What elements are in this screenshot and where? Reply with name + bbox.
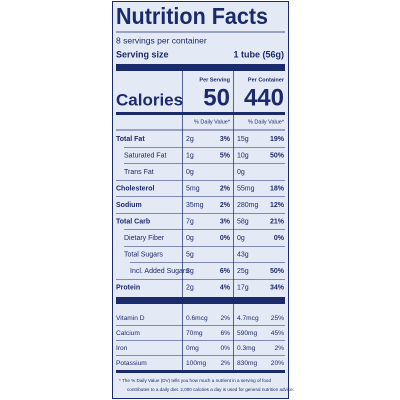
nutrient-name: Iron	[116, 345, 128, 352]
daily-value: 2%	[220, 315, 230, 322]
column-header: Per Serving	[199, 77, 230, 83]
amount: 17g	[237, 284, 249, 291]
title: Nutrition Facts	[116, 3, 268, 29]
calories-label: Calories	[116, 90, 183, 109]
label-box	[112, 1, 289, 399]
serving-size-label: Serving size	[116, 49, 169, 59]
thick-rule	[116, 64, 285, 71]
nutrient-name: Dietary Fiber	[124, 235, 165, 242]
amount: 4.7mcg	[237, 315, 259, 322]
nutrient-name: Calcium	[116, 330, 140, 337]
daily-value: 18%	[270, 185, 285, 192]
dv-header: % Daily Value*	[194, 119, 231, 125]
serving-size: 1 tube (56g)	[233, 49, 284, 59]
daily-value: 5%	[220, 152, 231, 159]
amount: 70mg	[186, 330, 203, 337]
amount: 15g	[237, 136, 249, 143]
footnote: * The % Daily Value (DV) tells you how m…	[119, 378, 271, 383]
footnote: contributes to a daily diet. 2,000 calor…	[127, 387, 294, 392]
daily-value: 3%	[220, 218, 231, 225]
thick-rule	[116, 297, 285, 304]
daily-value: 4%	[220, 284, 231, 291]
daily-value: 34%	[270, 284, 285, 291]
nutrient-name: Total Carb	[116, 218, 150, 225]
dv-header: % Daily Value*	[248, 119, 285, 125]
amount: 0g	[237, 235, 245, 242]
amount: 7g	[186, 218, 194, 225]
calories-value: 50	[203, 84, 230, 111]
amount: 5g	[186, 251, 194, 258]
column-header: Per Container	[248, 77, 285, 83]
amount: 43g	[237, 251, 249, 258]
servings: 8 servings per container	[116, 35, 207, 45]
daily-value: 2%	[220, 202, 231, 209]
nutrient-name: Vitamin D	[116, 315, 145, 322]
daily-value: 6%	[220, 330, 230, 337]
nutrient-name: Total Sugars	[124, 251, 163, 258]
nutrient-name: Protein	[116, 284, 140, 291]
medium-rule	[116, 112, 285, 115]
amount: 58g	[237, 218, 249, 225]
nutrient-name: Saturated Fat	[124, 152, 166, 159]
amount: 100mg	[186, 360, 206, 367]
amount: 5mg	[186, 185, 200, 192]
daily-value: 3%	[220, 136, 231, 143]
amount: 2g	[186, 136, 194, 143]
calories-value: 440	[244, 84, 284, 111]
nutrient-name: Incl. Added Sugars	[130, 268, 189, 275]
amount: 55mg	[237, 185, 255, 192]
amount: 0mg	[186, 345, 199, 352]
daily-value: 0%	[274, 235, 285, 242]
daily-value: 2%	[220, 185, 231, 192]
daily-value: 2%	[220, 360, 230, 367]
daily-value: 0%	[220, 235, 231, 242]
nutrient-name: Cholesterol	[116, 185, 155, 192]
amount: 590mg	[237, 330, 257, 337]
daily-value: 19%	[270, 136, 285, 143]
medium-rule	[116, 370, 285, 373]
amount: 0g	[186, 169, 194, 176]
daily-value: 45%	[271, 330, 284, 337]
amount: 0g	[237, 169, 245, 176]
daily-value: 50%	[270, 268, 285, 275]
amount: 3g	[186, 268, 194, 275]
daily-value: 6%	[220, 268, 231, 275]
daily-value: 2%	[274, 345, 284, 352]
daily-value: 25%	[271, 315, 284, 322]
nutrient-name: Total Fat	[116, 136, 145, 143]
amount: 2g	[186, 284, 194, 291]
daily-value: 50%	[270, 152, 285, 159]
daily-value: 21%	[270, 218, 285, 225]
amount: 0g	[186, 235, 194, 242]
amount: 25g	[237, 268, 249, 275]
amount: 0.6mcg	[186, 315, 208, 322]
amount: 830mg	[237, 360, 257, 367]
amount: 0.3mg	[237, 345, 256, 352]
nutrient-name: Sodium	[116, 202, 142, 209]
nutrient-name: Trans Fat	[124, 169, 154, 176]
daily-value: 0%	[220, 345, 230, 352]
daily-value: 12%	[270, 202, 285, 209]
daily-value: 20%	[271, 360, 284, 367]
nutrient-name: Potassium	[116, 360, 147, 367]
amount: 280mg	[237, 202, 259, 209]
amount: 1g	[186, 152, 194, 159]
amount: 35mg	[186, 202, 204, 209]
amount: 10g	[237, 152, 249, 159]
